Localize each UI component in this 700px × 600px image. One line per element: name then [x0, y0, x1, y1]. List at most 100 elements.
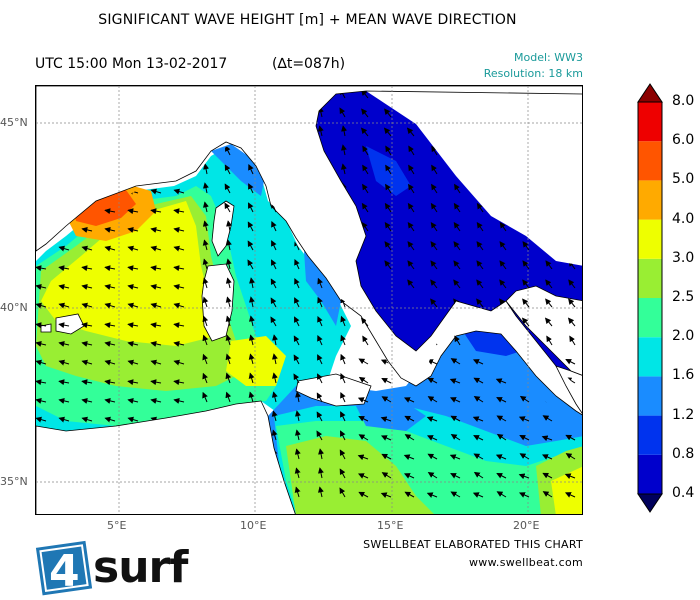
direction-arrow	[340, 315, 347, 327]
direction-arrow	[450, 491, 461, 498]
direction-arrow	[519, 453, 530, 460]
direction-arrow	[81, 359, 93, 366]
colorbar-tick-label: 3.0	[672, 249, 695, 266]
direction-arrow	[499, 221, 507, 232]
direction-arrow	[294, 277, 300, 289]
direction-arrow	[542, 491, 553, 498]
direction-arrow	[81, 302, 93, 309]
direction-arrow	[427, 453, 438, 460]
direction-arrow	[519, 435, 530, 441]
direction-arrow	[318, 467, 324, 479]
4surf-logo: 4 surf	[35, 540, 190, 597]
direction-arrow	[247, 221, 254, 232]
direction-arrow	[473, 396, 484, 403]
direction-arrow	[472, 492, 484, 498]
direction-arrow	[270, 316, 277, 327]
colorbar-high-cap	[637, 83, 663, 103]
direction-arrow	[225, 258, 232, 270]
direction-arrow	[293, 373, 300, 384]
direction-arrow	[473, 377, 484, 384]
direction-arrow	[317, 296, 323, 308]
direction-arrow	[294, 316, 300, 327]
direction-arrow	[403, 473, 415, 479]
colorbar-tick-label: 0.4	[672, 485, 695, 501]
direction-arrow	[546, 164, 553, 175]
direction-arrow	[545, 279, 553, 289]
direction-arrow	[173, 245, 185, 252]
direction-arrow	[340, 353, 346, 365]
direction-arrow	[429, 127, 438, 137]
direction-arrow	[476, 260, 484, 270]
direction-arrow	[407, 108, 415, 118]
direction-arrow	[225, 334, 232, 346]
direction-arrow	[476, 279, 484, 289]
direction-arrow	[293, 354, 300, 365]
direction-arrow	[358, 434, 369, 441]
direction-arrow	[202, 220, 209, 232]
direction-arrow	[385, 164, 392, 175]
direction-arrow	[472, 359, 484, 365]
lat-label-40: 40°N	[0, 301, 28, 314]
direction-arrow	[294, 258, 300, 270]
direction-arrow	[203, 163, 209, 175]
colorbar-tick-label: 1.6	[672, 367, 695, 384]
direction-arrow	[272, 334, 278, 346]
direction-arrow	[381, 472, 392, 479]
direction-arrow	[380, 492, 392, 499]
direction-arrow	[430, 108, 438, 118]
resolution-label: Resolution: 18 km	[483, 67, 583, 80]
direction-arrow	[430, 241, 438, 251]
direction-arrow	[496, 415, 507, 422]
direction-arrow	[339, 487, 346, 498]
colorbar-segment	[638, 454, 662, 494]
direction-arrow	[317, 277, 323, 289]
direction-arrow	[545, 108, 553, 118]
forecast-delta: (∆t=087h)	[272, 56, 346, 72]
direction-arrow	[476, 298, 484, 308]
direction-arrow	[407, 279, 415, 289]
direction-arrow	[499, 202, 507, 213]
direction-arrow	[545, 202, 553, 213]
direction-arrow	[127, 226, 139, 233]
direction-arrow	[127, 416, 139, 423]
direction-arrow	[339, 91, 346, 99]
direction-arrow	[357, 454, 369, 461]
direction-arrow	[295, 410, 301, 422]
direction-arrow	[173, 188, 185, 195]
direction-arrow	[449, 454, 461, 460]
direction-arrow	[473, 453, 484, 460]
website-link[interactable]: www.swellbeat.com	[469, 556, 583, 569]
direction-arrow	[36, 265, 47, 272]
direction-arrow	[340, 163, 347, 175]
direction-arrow	[150, 188, 162, 195]
direction-arrow	[541, 435, 553, 442]
direction-arrow	[36, 322, 47, 329]
direction-arrow	[404, 434, 415, 441]
direction-arrow	[565, 434, 576, 441]
direction-arrow	[104, 245, 116, 252]
direction-arrow	[381, 453, 392, 460]
direction-arrow	[271, 410, 278, 422]
direction-arrow	[545, 260, 553, 270]
direction-arrow	[360, 127, 369, 137]
direction-arrow	[473, 471, 484, 479]
direction-arrow	[249, 277, 255, 289]
direction-arrow	[568, 108, 576, 118]
direction-arrow	[357, 473, 369, 479]
direction-arrow	[385, 145, 392, 156]
lat-lon-grid	[36, 86, 582, 514]
direction-arrow	[565, 453, 576, 460]
direction-arrow	[453, 108, 461, 118]
direction-arrow	[426, 416, 438, 423]
lat-label-45: 45°N	[0, 116, 28, 129]
colorbar-segment	[638, 141, 662, 181]
direction-arrow	[293, 335, 300, 346]
direction-arrow	[173, 302, 185, 309]
direction-arrow	[567, 127, 576, 137]
direction-arrow	[358, 376, 369, 384]
direction-arrow	[360, 317, 369, 327]
direction-arrow	[226, 239, 232, 251]
direction-arrow	[519, 395, 530, 403]
direction-arrow	[546, 183, 553, 194]
direction-arrow	[248, 183, 254, 194]
